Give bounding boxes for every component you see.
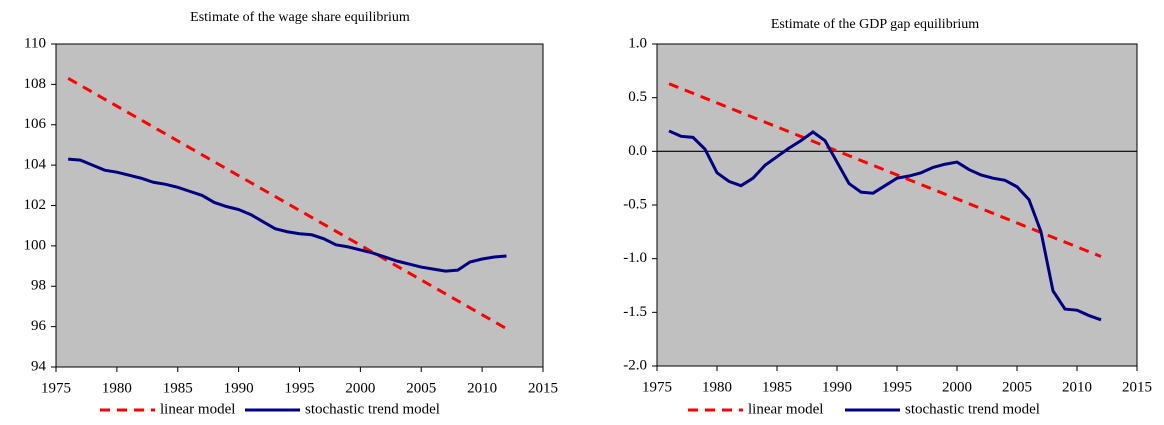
y-tick-label: 100 (24, 237, 47, 253)
y-tick-label: 1.0 (628, 35, 647, 51)
x-tick-label: 2005 (406, 380, 436, 396)
y-tick-label: 0.0 (628, 143, 647, 159)
y-tick-label: 98 (31, 278, 46, 294)
x-tick-label: 2010 (1062, 379, 1092, 395)
x-tick-label: 2015 (528, 380, 558, 396)
x-tick-label: 1995 (882, 379, 912, 395)
x-tick-label: 1985 (163, 380, 193, 396)
legend-label: linear model (160, 401, 235, 417)
legend-label: linear model (748, 401, 823, 417)
legend-label: stochastic trend model (905, 401, 1040, 417)
x-tick-label: 2000 (345, 380, 375, 396)
y-tick-label: 108 (24, 76, 47, 92)
y-tick-label: -0.5 (623, 196, 647, 212)
y-tick-label: 96 (31, 318, 47, 334)
chart-title: Estimate of the wage share equilibrium (190, 10, 410, 25)
chart-title: Estimate of the GDP gap equilibrium (771, 17, 979, 32)
y-tick-label: 0.5 (628, 89, 647, 105)
series-line (668, 129, 1102, 322)
plot-area (55, 43, 544, 368)
y-tick-label: -1.0 (623, 250, 647, 266)
x-tick-label: 1990 (224, 380, 254, 396)
series-line (668, 82, 1102, 258)
x-tick-label: 2010 (467, 380, 497, 396)
x-tick-label: 2015 (1122, 379, 1152, 395)
x-tick-label: 1975 (642, 379, 672, 395)
legend-label: stochastic trend model (305, 401, 440, 417)
y-tick-label: -2.0 (623, 357, 647, 373)
x-tick-label: 1975 (41, 380, 71, 396)
y-tick-label: 110 (24, 35, 46, 51)
x-tick-label: 2000 (942, 379, 972, 395)
x-tick-label: 1990 (822, 379, 852, 395)
x-tick-label: 1995 (285, 380, 315, 396)
x-tick-label: 1980 (102, 380, 132, 396)
x-tick-label: 1985 (762, 379, 792, 395)
y-tick-label: 102 (24, 197, 47, 213)
x-tick-label: 1980 (702, 379, 732, 395)
y-tick-label: 106 (24, 116, 47, 132)
plot-area (656, 43, 1138, 367)
series-line (68, 157, 507, 273)
y-tick-label: -1.5 (623, 304, 647, 320)
y-tick-label: 104 (24, 157, 47, 173)
y-tick-label: 94 (31, 358, 47, 374)
x-tick-label: 2005 (1002, 379, 1032, 395)
